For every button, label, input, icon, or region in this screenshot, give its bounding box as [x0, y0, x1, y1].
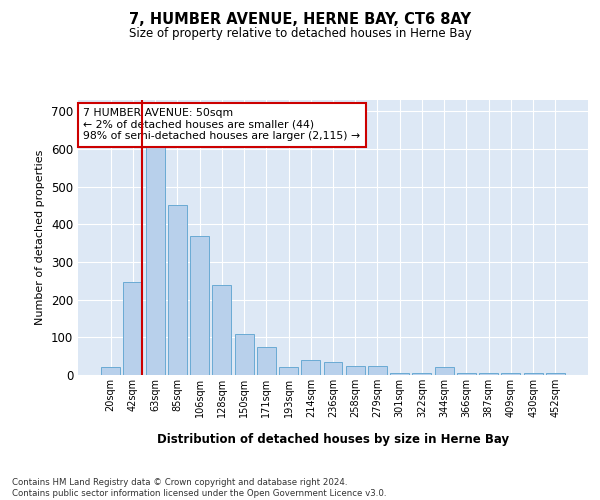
- Bar: [502, 373, 520, 375]
- Bar: [346, 366, 365, 375]
- Bar: [546, 373, 565, 375]
- Bar: [323, 362, 343, 375]
- Text: Size of property relative to detached houses in Herne Bay: Size of property relative to detached ho…: [128, 28, 472, 40]
- Bar: [190, 236, 209, 375]
- Bar: [524, 373, 542, 375]
- Bar: [435, 368, 454, 375]
- Bar: [412, 373, 431, 375]
- Bar: [479, 373, 498, 375]
- Text: 7, HUMBER AVENUE, HERNE BAY, CT6 8AY: 7, HUMBER AVENUE, HERNE BAY, CT6 8AY: [129, 12, 471, 28]
- Bar: [457, 373, 476, 375]
- Bar: [279, 368, 298, 375]
- Text: Distribution of detached houses by size in Herne Bay: Distribution of detached houses by size …: [157, 432, 509, 446]
- Bar: [368, 366, 387, 375]
- Bar: [146, 126, 164, 375]
- Bar: [257, 346, 276, 375]
- Bar: [212, 284, 231, 375]
- Bar: [235, 334, 254, 375]
- Bar: [168, 206, 187, 375]
- Text: 7 HUMBER AVENUE: 50sqm
← 2% of detached houses are smaller (44)
98% of semi-deta: 7 HUMBER AVENUE: 50sqm ← 2% of detached …: [83, 108, 360, 142]
- Bar: [301, 360, 320, 375]
- Y-axis label: Number of detached properties: Number of detached properties: [35, 150, 46, 325]
- Bar: [390, 373, 409, 375]
- Bar: [124, 282, 142, 375]
- Text: Contains HM Land Registry data © Crown copyright and database right 2024.
Contai: Contains HM Land Registry data © Crown c…: [12, 478, 386, 498]
- Bar: [101, 368, 120, 375]
